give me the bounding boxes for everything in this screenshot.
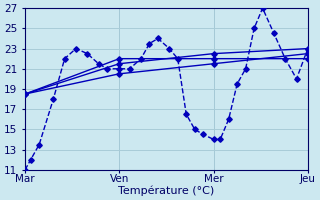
X-axis label: Température (°C): Température (°C) (118, 185, 215, 196)
